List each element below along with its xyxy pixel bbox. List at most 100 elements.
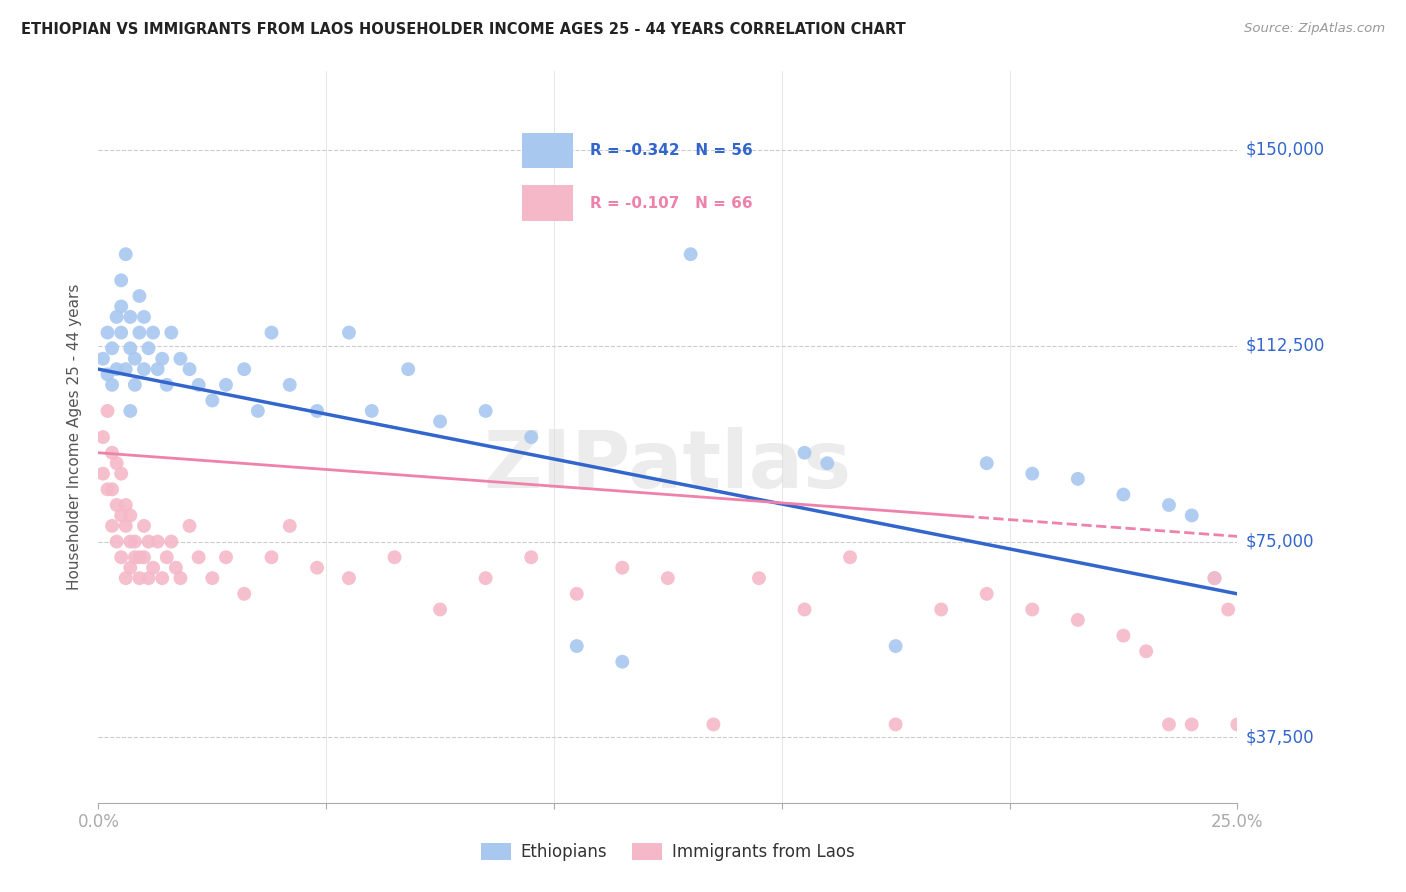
- Point: [565, 587, 588, 601]
- Point: [146, 362, 169, 376]
- Point: [1021, 467, 1043, 481]
- Point: [429, 602, 451, 616]
- Point: [1204, 571, 1226, 585]
- Point: [124, 351, 146, 366]
- Point: [138, 571, 160, 585]
- Point: [138, 341, 160, 355]
- Point: [384, 550, 406, 565]
- Point: [337, 571, 360, 585]
- Point: [1157, 498, 1180, 512]
- Point: [201, 393, 224, 408]
- Point: [160, 534, 183, 549]
- Text: $37,500: $37,500: [1246, 729, 1315, 747]
- Point: [114, 571, 136, 585]
- Point: [114, 362, 136, 376]
- Point: [128, 326, 150, 340]
- Point: [1181, 717, 1204, 731]
- Point: [120, 310, 142, 324]
- Point: [884, 639, 907, 653]
- Text: $75,000: $75,000: [1246, 533, 1315, 550]
- Point: [793, 602, 815, 616]
- Point: [1135, 644, 1157, 658]
- Point: [657, 571, 679, 585]
- Point: [156, 377, 179, 392]
- Point: [215, 377, 238, 392]
- Point: [679, 247, 702, 261]
- Point: [1112, 487, 1135, 501]
- Point: [169, 351, 191, 366]
- Point: [1067, 613, 1090, 627]
- Point: [142, 326, 165, 340]
- Point: [132, 362, 155, 376]
- Point: [110, 273, 132, 287]
- Point: [233, 362, 256, 376]
- Point: [138, 534, 160, 549]
- Point: [114, 519, 136, 533]
- Point: [96, 368, 118, 382]
- Point: [839, 550, 862, 565]
- Point: [260, 550, 283, 565]
- Point: [150, 351, 173, 366]
- Point: [150, 571, 173, 585]
- Point: [215, 550, 238, 565]
- Point: [110, 467, 132, 481]
- Point: [142, 560, 165, 574]
- Point: [96, 483, 118, 497]
- Point: [96, 326, 118, 340]
- Point: [105, 362, 128, 376]
- Point: [396, 362, 419, 376]
- Text: $112,500: $112,500: [1246, 336, 1324, 355]
- Point: [187, 377, 209, 392]
- Point: [110, 550, 132, 565]
- Point: [1021, 602, 1043, 616]
- Point: [520, 430, 543, 444]
- Point: [976, 456, 998, 470]
- Point: [1218, 602, 1240, 616]
- Point: [233, 587, 256, 601]
- Point: [884, 717, 907, 731]
- Point: [815, 456, 838, 470]
- Point: [612, 560, 634, 574]
- Point: [91, 430, 114, 444]
- Point: [120, 560, 142, 574]
- Point: [110, 300, 132, 314]
- Point: [179, 519, 201, 533]
- Point: [91, 467, 114, 481]
- Point: [120, 341, 142, 355]
- Point: [1226, 717, 1249, 731]
- Point: [278, 377, 301, 392]
- Point: [105, 534, 128, 549]
- Point: [101, 341, 124, 355]
- Y-axis label: Householder Income Ages 25 - 44 years: Householder Income Ages 25 - 44 years: [67, 284, 83, 591]
- Point: [128, 289, 150, 303]
- Legend: Ethiopians, Immigrants from Laos: Ethiopians, Immigrants from Laos: [474, 836, 862, 868]
- Point: [156, 550, 179, 565]
- Point: [114, 498, 136, 512]
- Point: [278, 519, 301, 533]
- Point: [165, 560, 187, 574]
- Point: [929, 602, 952, 616]
- Point: [1204, 571, 1226, 585]
- Point: [101, 483, 124, 497]
- Point: [101, 519, 124, 533]
- Point: [1181, 508, 1204, 523]
- Point: [702, 717, 724, 731]
- Point: [124, 377, 146, 392]
- Point: [429, 414, 451, 428]
- Point: [124, 534, 146, 549]
- Point: [160, 326, 183, 340]
- Text: ETHIOPIAN VS IMMIGRANTS FROM LAOS HOUSEHOLDER INCOME AGES 25 - 44 YEARS CORRELAT: ETHIOPIAN VS IMMIGRANTS FROM LAOS HOUSEH…: [21, 22, 905, 37]
- Text: $150,000: $150,000: [1246, 141, 1324, 159]
- Point: [793, 446, 815, 460]
- Point: [105, 310, 128, 324]
- Point: [120, 404, 142, 418]
- Text: Source: ZipAtlas.com: Source: ZipAtlas.com: [1244, 22, 1385, 36]
- Point: [360, 404, 382, 418]
- Point: [1067, 472, 1090, 486]
- Point: [612, 655, 634, 669]
- Point: [146, 534, 169, 549]
- Point: [187, 550, 209, 565]
- Point: [105, 498, 128, 512]
- Point: [120, 508, 142, 523]
- Point: [201, 571, 224, 585]
